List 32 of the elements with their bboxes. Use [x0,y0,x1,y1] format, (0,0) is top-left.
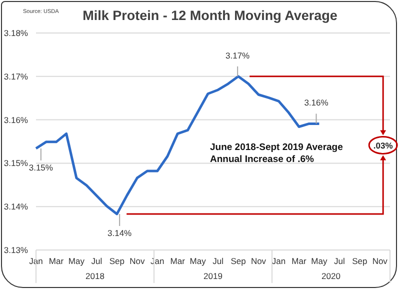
x-tick-label: Nov [372,256,388,266]
x-tick-label: Mar [292,256,306,266]
y-tick-label: 3.17% [4,71,28,82]
text: 2020 [322,271,341,281]
x-tick-label: May [311,256,328,266]
x-tick-label: Jan [272,256,286,266]
x-tick-label: May [68,256,86,266]
annotation: 3.16% [304,98,329,108]
y-tick-label: 3.15% [4,158,28,168]
y-tick-label: 3.14% [4,202,28,212]
x-tick-label: May [190,256,207,266]
y-tick-label: 3.13% [4,245,28,256]
text: 2019 [204,271,223,281]
y-tick-label: 3.18% [4,28,28,38]
annotation: 3.14% [108,228,132,238]
x-tick-label: Jul [334,256,345,266]
annotation: June 2018-Sept 2019 Average Annual Increase of .6% [210,142,344,166]
x-tick-label: Mar [170,256,186,266]
text: 2018 [86,271,105,281]
x-tick-label: Mar [48,256,64,266]
x-tick-label: Sep [230,256,246,266]
annotation: 3.17% [226,50,250,60]
x-tick-label: Sep [352,256,368,266]
annotation: 3.15% [28,162,54,172]
x-tick-label: Sep [109,256,125,266]
y-tick-label: 3.16% [4,114,28,125]
x-tick-label: Jul [212,256,224,266]
x-tick-label: Nov [250,256,267,266]
annotation: .03% [373,140,394,151]
x-tick-label: Nov [130,256,146,266]
chart-title: Milk Protein - 12 Month Moving Average [82,8,338,23]
x-tick-label: Jul [91,256,102,266]
